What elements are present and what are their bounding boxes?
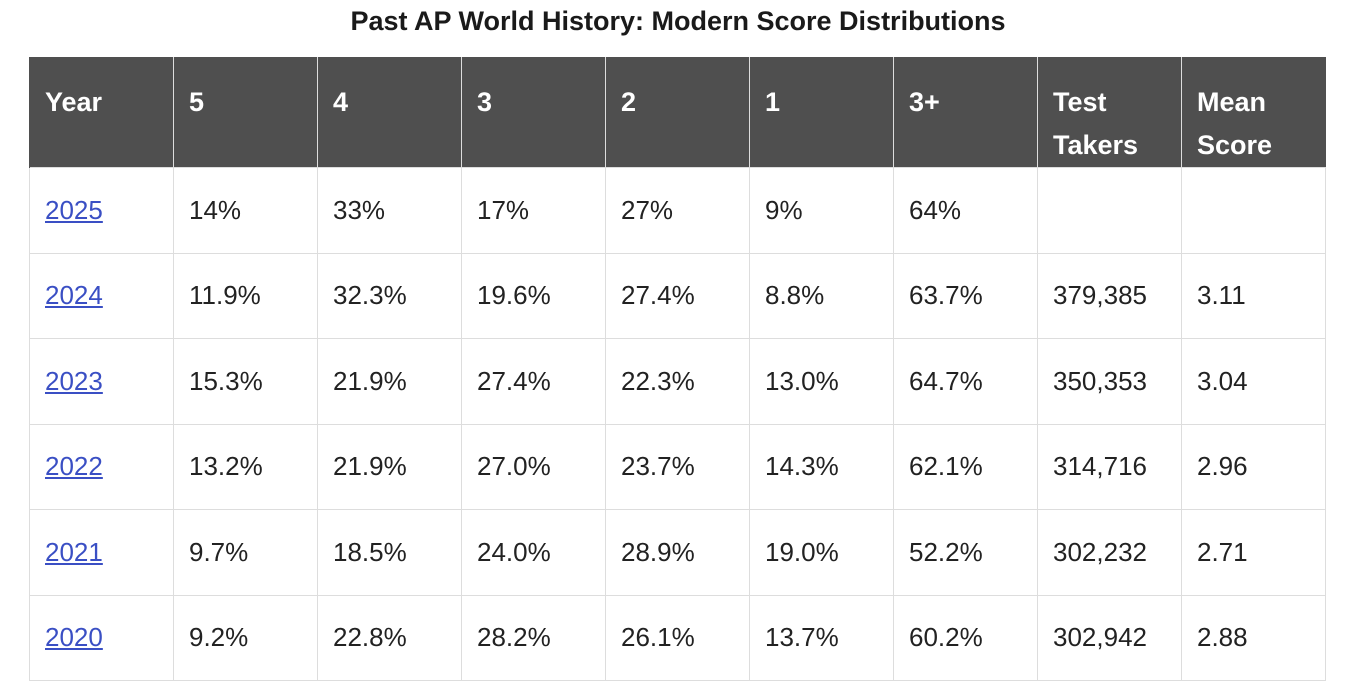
- pct-3-cell: 17%: [461, 167, 606, 254]
- pct-5-cell: 9.2%: [173, 594, 318, 681]
- year-link[interactable]: 2023: [45, 365, 103, 396]
- header-score-3: 3: [461, 57, 606, 168]
- header-score-2: 2: [605, 57, 750, 168]
- pct-4-cell: 33%: [317, 167, 462, 254]
- pct-4-cell: 18.5%: [317, 509, 462, 596]
- header-row: Year 5 4 3 2 1 3+ Test Takers Mean Score: [29, 57, 1326, 168]
- table-header: Year 5 4 3 2 1 3+ Test Takers Mean Score: [29, 57, 1326, 168]
- year-cell: 2025: [29, 167, 174, 254]
- pct-1-cell: 9%: [749, 167, 894, 254]
- pct-2-cell: 26.1%: [605, 594, 750, 681]
- pct-5-cell: 14%: [173, 167, 318, 254]
- pct-1-cell: 19.0%: [749, 509, 894, 596]
- score-distribution-table: Year 5 4 3 2 1 3+ Test Takers Mean Score…: [29, 57, 1326, 681]
- year-link[interactable]: 2020: [45, 622, 103, 653]
- header-score-3-plus: 3+: [893, 57, 1038, 168]
- test-takers-cell: 314,716: [1037, 423, 1182, 510]
- year-cell: 2022: [29, 423, 174, 510]
- pct-1-cell: 14.3%: [749, 423, 894, 510]
- pct-4-cell: 21.9%: [317, 423, 462, 510]
- pct-2-cell: 27.4%: [605, 252, 750, 339]
- pct-3-plus-cell: 63.7%: [893, 252, 1038, 339]
- header-mean-score: Mean Score: [1181, 57, 1326, 168]
- pct-5-cell: 13.2%: [173, 423, 318, 510]
- mean-score-cell: 2.96: [1181, 423, 1326, 510]
- header-score-5: 5: [173, 57, 318, 168]
- pct-2-cell: 28.9%: [605, 509, 750, 596]
- pct-4-cell: 22.8%: [317, 594, 462, 681]
- pct-3-plus-cell: 52.2%: [893, 509, 1038, 596]
- pct-3-plus-cell: 60.2%: [893, 594, 1038, 681]
- year-cell: 2021: [29, 509, 174, 596]
- header-score-1: 1: [749, 57, 894, 168]
- pct-2-cell: 22.3%: [605, 338, 750, 425]
- table-row: 2024 11.9% 32.3% 19.6% 27.4% 8.8% 63.7% …: [29, 252, 1326, 339]
- pct-3-cell: 27.0%: [461, 423, 606, 510]
- header-test-takers: Test Takers: [1037, 57, 1182, 168]
- pct-2-cell: 27%: [605, 167, 750, 254]
- mean-score-cell: 2.71: [1181, 509, 1326, 596]
- year-link[interactable]: 2025: [45, 194, 103, 225]
- table-row: 2023 15.3% 21.9% 27.4% 22.3% 13.0% 64.7%…: [29, 338, 1326, 425]
- pct-1-cell: 13.7%: [749, 594, 894, 681]
- table-row: 2021 9.7% 18.5% 24.0% 28.9% 19.0% 52.2% …: [29, 509, 1326, 596]
- test-takers-cell: 350,353: [1037, 338, 1182, 425]
- pct-3-cell: 28.2%: [461, 594, 606, 681]
- test-takers-cell: [1037, 167, 1182, 254]
- mean-score-cell: [1181, 167, 1326, 254]
- mean-score-cell: 3.04: [1181, 338, 1326, 425]
- year-link[interactable]: 2021: [45, 536, 103, 567]
- pct-4-cell: 32.3%: [317, 252, 462, 339]
- pct-3-cell: 19.6%: [461, 252, 606, 339]
- pct-5-cell: 15.3%: [173, 338, 318, 425]
- pct-3-plus-cell: 64%: [893, 167, 1038, 254]
- mean-score-cell: 2.88: [1181, 594, 1326, 681]
- table-body: 2025 14% 33% 17% 27% 9% 64% 2024 11.9% 3…: [29, 167, 1326, 681]
- pct-4-cell: 21.9%: [317, 338, 462, 425]
- year-link[interactable]: 2022: [45, 451, 103, 482]
- test-takers-cell: 379,385: [1037, 252, 1182, 339]
- pct-5-cell: 9.7%: [173, 509, 318, 596]
- pct-2-cell: 23.7%: [605, 423, 750, 510]
- pct-5-cell: 11.9%: [173, 252, 318, 339]
- table-title: Past AP World History: Modern Score Dist…: [350, 6, 1006, 36]
- year-link[interactable]: 2024: [45, 280, 103, 311]
- test-takers-cell: 302,232: [1037, 509, 1182, 596]
- table-row: 2022 13.2% 21.9% 27.0% 23.7% 14.3% 62.1%…: [29, 423, 1326, 510]
- pct-1-cell: 13.0%: [749, 338, 894, 425]
- pct-3-cell: 27.4%: [461, 338, 606, 425]
- header-year: Year: [29, 57, 174, 168]
- pct-1-cell: 8.8%: [749, 252, 894, 339]
- test-takers-cell: 302,942: [1037, 594, 1182, 681]
- table-row: 2025 14% 33% 17% 27% 9% 64%: [29, 167, 1326, 254]
- table-row: 2020 9.2% 22.8% 28.2% 26.1% 13.7% 60.2% …: [29, 594, 1326, 681]
- pct-3-cell: 24.0%: [461, 509, 606, 596]
- header-score-4: 4: [317, 57, 462, 168]
- pct-3-plus-cell: 64.7%: [893, 338, 1038, 425]
- year-cell: 2020: [29, 594, 174, 681]
- year-cell: 2023: [29, 338, 174, 425]
- mean-score-cell: 3.11: [1181, 252, 1326, 339]
- pct-3-plus-cell: 62.1%: [893, 423, 1038, 510]
- year-cell: 2024: [29, 252, 174, 339]
